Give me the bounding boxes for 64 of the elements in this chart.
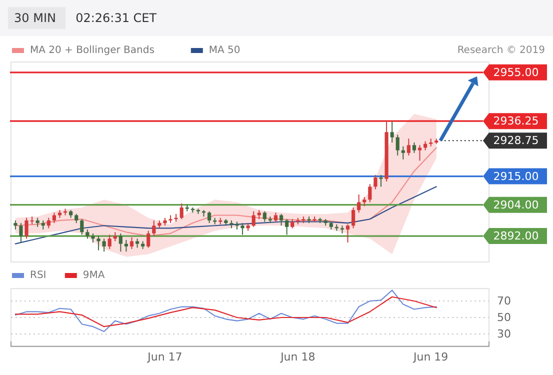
legend-label: MA 50 [208,45,240,56]
candlestick [46,217,50,229]
candlestick [346,224,350,244]
candlestick [257,210,261,220]
candlestick [374,174,378,190]
candlestick [368,184,372,203]
candlestick [279,213,284,226]
candlestick [406,138,410,156]
candlestick [390,121,394,144]
y-tick-label: 30 [497,328,511,341]
candlestick [412,142,416,154]
x-tick-label: Jun 18 [280,350,316,364]
line-series [14,290,437,332]
candlestick [135,238,140,248]
candlestick [401,146,405,160]
candlestick [146,230,150,248]
candlestick [19,222,23,244]
candlestick [274,212,278,222]
candlestick [180,203,184,220]
ref-line-label: 2915.00 [493,170,539,183]
candlestick [152,220,156,237]
candlestick [290,218,294,229]
ref-line-label: 2904.00 [493,198,539,212]
candlestick [113,232,117,242]
candlestick [36,217,40,228]
candlestick [74,213,78,224]
candlestick [124,239,128,252]
candlestick [118,232,122,252]
candlestick [285,218,289,236]
line-series [14,296,437,328]
candlestick [102,238,106,252]
candlestick [418,144,422,162]
candlestick [14,220,18,230]
legend-label: RSI [30,270,46,281]
candlestick [207,210,212,224]
candlestick [52,212,56,224]
candlestick [240,222,244,236]
candlestick [91,232,95,244]
candlestick [108,234,112,250]
candlestick [262,210,266,222]
candlestick [357,194,361,214]
x-tick-label: Jun 17 [146,350,182,364]
ref-line-label: 2928.75 [493,134,539,148]
chart-subtitle: 02:26:31 CET [76,11,158,25]
candlestick [352,206,356,229]
candlestick [362,196,366,207]
ref-line-label: 2936.25 [493,114,539,128]
y-tick-label: 50 [497,311,511,324]
candlestick [379,174,383,188]
candlestick [396,134,400,156]
candlestick [86,229,90,240]
candlestick [130,236,134,250]
legend-label: MA 20 + Bollinger Bands [30,45,154,56]
candlestick [80,218,84,236]
candlestick [96,236,100,251]
y-tick-label: 70 [497,294,511,308]
x-tick-label: Jun 19 [412,350,448,364]
text: Research © 2019 [457,45,545,56]
candlestick [41,220,45,230]
ref-line-label: 2955.00 [493,66,539,79]
ref-line-label: 2892.00 [493,230,539,243]
chart-title: 30 MIN [14,11,56,25]
candlestick [252,210,256,228]
legend-label: 9MA [82,270,105,281]
